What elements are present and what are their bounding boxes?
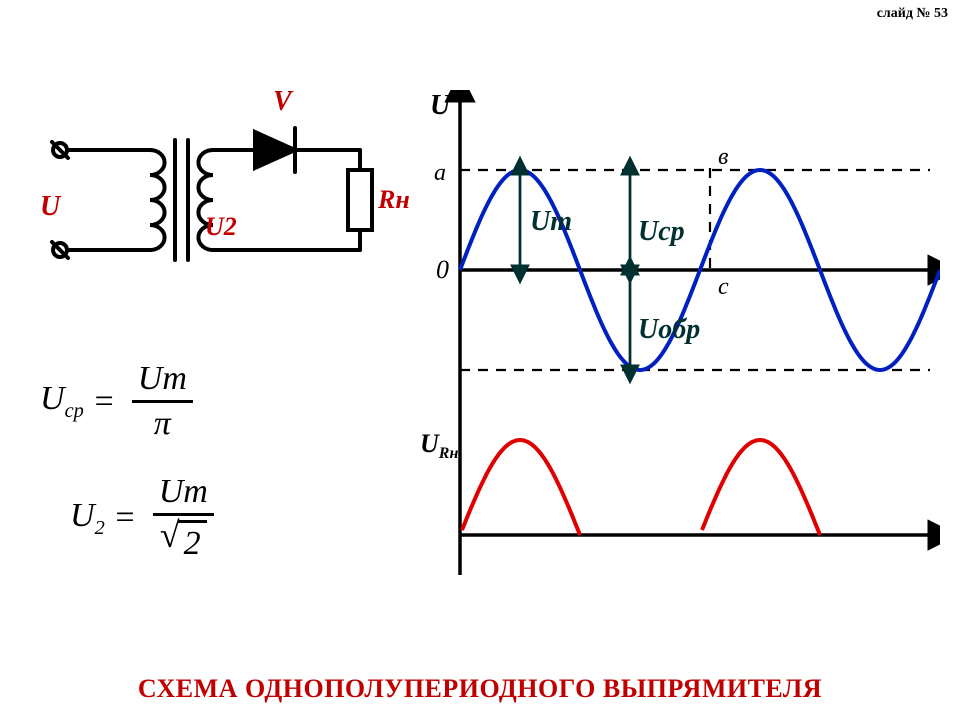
pt-a: а: [434, 160, 446, 186]
label-U2: U2: [205, 212, 237, 241]
Um-label: Um: [530, 206, 572, 237]
pt-v: в: [718, 144, 728, 170]
label-U: U: [40, 191, 62, 222]
label-Rn: Rн: [377, 185, 410, 214]
Uobr-label: Uобр: [638, 314, 700, 345]
waveform-graph: U 0 а в с Um Uср Uобр URн: [420, 90, 940, 610]
circuit-diagram: V U U2 Rн: [30, 80, 410, 340]
pt-c: с: [718, 274, 729, 300]
slide-title: СХЕМА ОДНОПОЛУПЕРИОДНОГО ВЫПРЯМИТЕЛЯ: [0, 674, 960, 704]
zero-label: 0: [436, 255, 449, 284]
URn-label: URн: [420, 429, 458, 462]
slide-number: слайд № 53: [877, 6, 948, 22]
formula-U2: U2 = Um √2: [70, 473, 214, 563]
formulas-block: Uср = Um π U2 = Um √2: [40, 360, 214, 593]
axis-U-label: U: [430, 90, 452, 121]
Ucp-label: Uср: [638, 216, 685, 247]
formula-Ucp: Uср = Um π: [40, 360, 214, 443]
label-V: V: [273, 86, 294, 117]
